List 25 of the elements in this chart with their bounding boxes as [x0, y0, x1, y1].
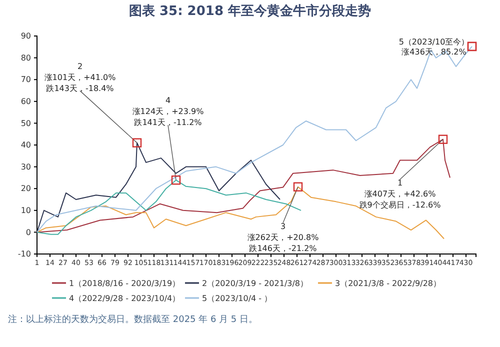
legend-label: 3（2021/3/8 - 2022/9/28） — [335, 279, 442, 288]
y-tick-label: 70 — [20, 75, 31, 84]
annotation: 涨436天，85.2% — [402, 47, 467, 56]
y-tick-label: 20 — [20, 184, 31, 194]
y-tick-label: 90 — [20, 32, 31, 41]
y-tick-label: 80 — [20, 53, 31, 62]
text: 注：以上标注的天数为交易日。数据截至 2025 年 6 月 5 日。 — [8, 314, 258, 325]
legend-label: 2（2020/3/19 - 2021/3/8） — [202, 279, 308, 288]
legend-label: 1（2018/8/16 - 2020/3/19） — [69, 279, 180, 288]
y-tick-label: 60 — [20, 96, 31, 106]
annotation: 2 涨101天，+41.0% 跌143天，-18.4% — [44, 62, 116, 93]
y-tick-label: 0 — [26, 228, 31, 237]
legend-label: 5（2023/10/4 - ） — [202, 294, 272, 303]
annotation: 3 涨262天，+20.8% 跌146天，-21.2% — [247, 222, 320, 253]
annotation: 1 涨407天，+42.6% 跌9个交易日，-12.6% — [359, 178, 442, 210]
y-tick-label: 40 — [20, 140, 31, 150]
chart-title: 图表 35: 2018 年至今黄金牛市分段走势 — [128, 3, 372, 19]
annotation: 4 涨124天，+23.9% 跌141天，-11.2% — [132, 96, 204, 128]
y-tick-label: 10 — [20, 206, 31, 215]
annotation: 5（2023/10至今） — [398, 37, 470, 46]
y-tick-label: 30 — [20, 162, 31, 172]
y-tick-label: 50 — [20, 118, 31, 128]
legend-label: 4（2022/9/28 - 2023/10/4） — [69, 294, 180, 303]
y-tick-label: -10 — [18, 250, 31, 259]
point — [438, 134, 448, 144]
